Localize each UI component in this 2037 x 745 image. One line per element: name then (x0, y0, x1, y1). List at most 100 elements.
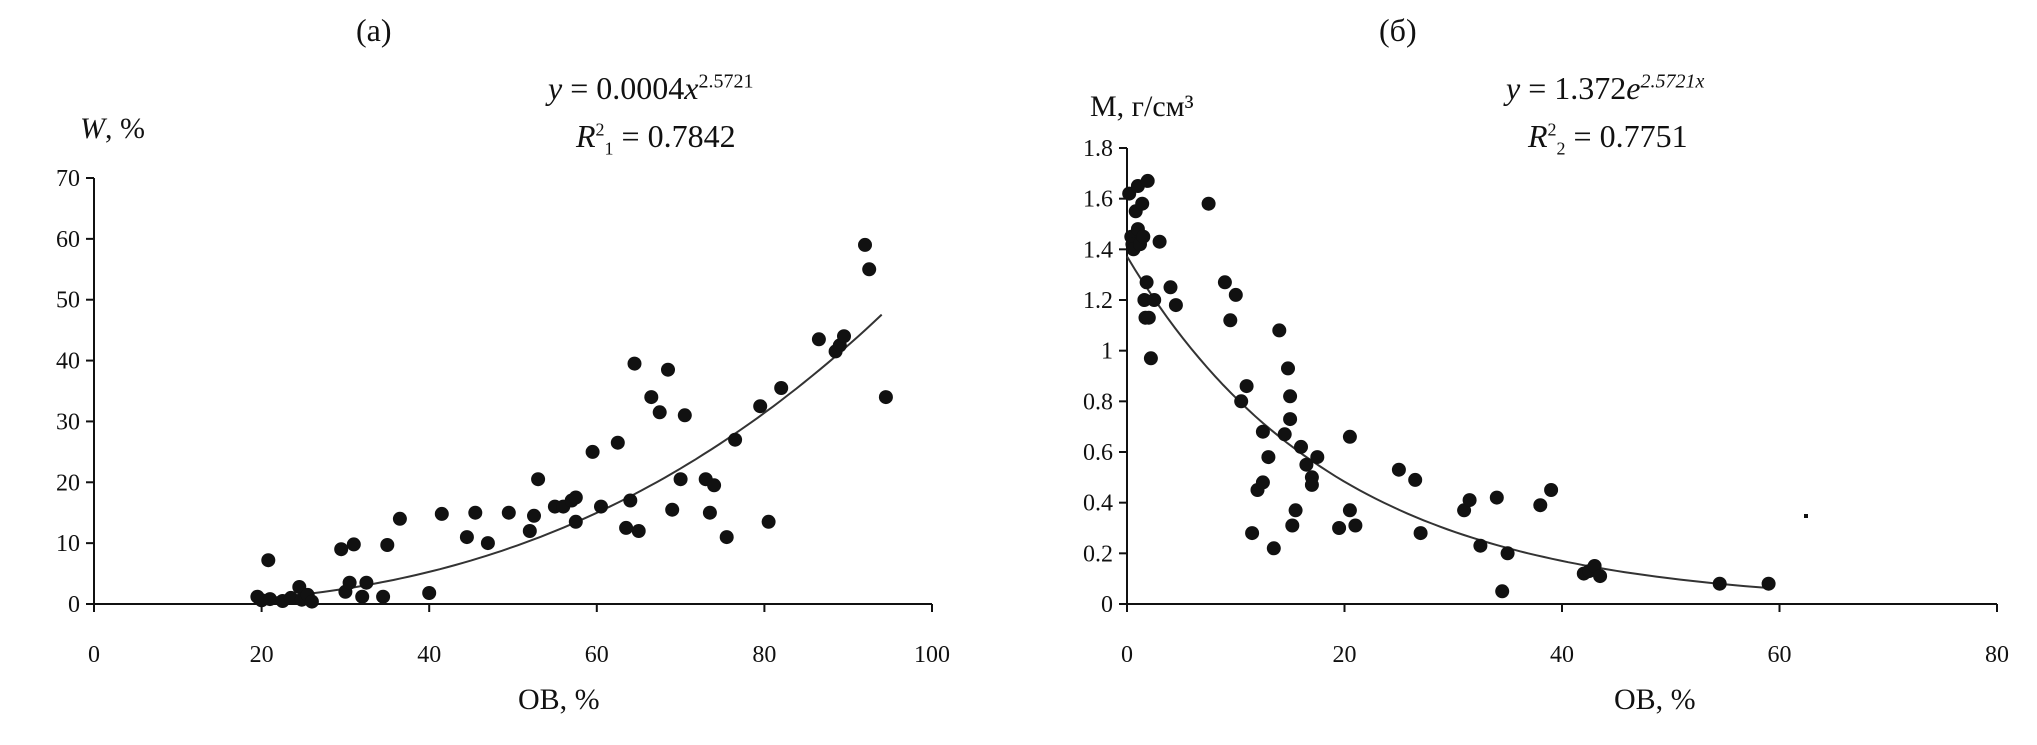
panel-a-data-point (376, 589, 391, 604)
panel-b-data-point (1500, 546, 1515, 561)
panel-a-data-point (878, 390, 893, 405)
panel-b-data-point (1135, 196, 1150, 211)
panel-a-data-point (434, 506, 449, 521)
panel-a-data-point (610, 435, 625, 450)
panel-a-data-point (661, 362, 675, 377)
panel-a-data-point (355, 589, 370, 604)
panel-b-data-point (1261, 450, 1276, 465)
panel-a-data-point (702, 505, 717, 520)
panel-a-data-point (422, 586, 437, 600)
panel-a-data-point (568, 490, 583, 505)
panel-a-data-point (527, 508, 541, 523)
panel-a-label: (а) (356, 12, 392, 48)
panel-a-data-point (261, 553, 276, 568)
panel-b-x-tick-label: 40 (1550, 642, 1574, 668)
panel-b-data-point (1348, 518, 1363, 533)
panel-b-y-tick-label: 1.4 (1083, 237, 1113, 263)
panel-b-data-point (1234, 394, 1249, 409)
panel-b-y-tick-label: 1.8 (1083, 136, 1113, 162)
panel-b-plot: 0 0.2 0.4 0.6 0.8 1 1.2 1.4 1.6 1.8 0 20 40 60 80 (1083, 136, 2009, 668)
panel-b-data-point (1141, 310, 1156, 325)
panel-a-x-tick-label: 20 (250, 642, 274, 668)
panel-b-x-tick-label: 20 (1333, 642, 1357, 668)
panel-b-data-point (1342, 429, 1357, 444)
panel-b-x-tick-label: 80 (1985, 642, 2009, 668)
panel-b-y-tick-label: 1 (1101, 339, 1113, 365)
panel-b-data-point (1391, 462, 1406, 477)
panel-b-data-point (1413, 526, 1428, 541)
panel-a-data-point (392, 511, 407, 526)
panel-b-data-point (1163, 280, 1178, 295)
panel-b-data-point (1272, 323, 1287, 338)
panel-b-data-point (1294, 439, 1308, 454)
panel-a-x-tick-label: 100 (914, 642, 950, 668)
panel-b-stray-mark (1804, 514, 1808, 518)
panel-a-x-tick-label: 60 (585, 642, 609, 668)
panel-b-data-point (1593, 569, 1608, 584)
panel-b-data-point (1299, 457, 1314, 472)
panel-a-y-tick-label: 10 (56, 531, 80, 557)
panel-b-x-axis-label: ОВ, % (1614, 683, 1696, 716)
panel-a-x-tick-label: 40 (417, 642, 441, 668)
panel-b-data-point (1332, 521, 1347, 535)
panel-b-data-point (1136, 229, 1151, 244)
panel-a-y-axis-label: W, % (80, 112, 145, 145)
panel-b-y-tick-label: 0.2 (1083, 541, 1113, 567)
panel-b-data-point (1462, 493, 1477, 508)
panel-b-data-point (1283, 389, 1298, 404)
panel-a-x-axis-label: ОВ, % (518, 683, 600, 716)
panel-b-data-point (1277, 427, 1292, 442)
panel-a-data-point (619, 520, 634, 535)
panel-a-plot: 0 10 20 30 40 50 60 70 0 20 40 60 80 100 (56, 166, 950, 668)
panel-b-data-point (1168, 298, 1183, 313)
panel-b-data-point (1245, 526, 1260, 541)
panel-b-label: (б) (1379, 12, 1417, 48)
panel-b-r2: R22 = 0.7751 (1528, 118, 1688, 159)
panel-a-data-point (522, 524, 537, 538)
panel-b-data-point (1489, 490, 1504, 505)
panel-b-equation: y = 1.372e2.5721x (1506, 70, 1705, 106)
panel-a-data-point (761, 514, 776, 529)
panel-a-data-point (531, 472, 546, 487)
panel-a-data-point (837, 329, 851, 344)
panel-a-data-point (623, 493, 638, 508)
panel-a-data-point (468, 505, 483, 520)
panel-b-x-tick-label: 0 (1121, 642, 1133, 668)
panel-b-y-tick-label: 0.4 (1083, 491, 1113, 517)
panel-b-data-point (1283, 412, 1298, 427)
panel-b-y-tick-label: 0.6 (1083, 440, 1113, 466)
panel-a-data-point (459, 530, 474, 545)
panel-b-data-point (1285, 518, 1300, 533)
panel-a-data-point (673, 472, 688, 487)
panel-b-data-point (1288, 503, 1303, 518)
panel-a-data-point (304, 594, 319, 609)
panel-b-data-point (1255, 475, 1270, 490)
panel-b-data-point (1761, 576, 1776, 591)
panel-b-data-point (1228, 287, 1243, 302)
panel-b-data-point (1201, 196, 1216, 211)
panel-a-x-tick-label: 0 (88, 642, 100, 668)
panel-b-data-point (1143, 351, 1158, 366)
panel-b-data-point (1139, 275, 1154, 290)
panel-b-y-axis-label: М, г/см³ (1090, 90, 1194, 123)
panel-a-data-point (719, 530, 734, 545)
panel-b-data-point (1342, 503, 1357, 518)
panel-a-data-point (359, 575, 374, 590)
panel-a-r2: R21 = 0.7842 (576, 118, 736, 159)
panel-b-data-point (1255, 424, 1270, 439)
panel-a-data-point (644, 390, 659, 405)
panel-b-y-tick-label: 1.2 (1083, 288, 1113, 314)
panel-a-data-point (774, 381, 789, 395)
panel-b-trendline (1126, 255, 1769, 589)
panel-a-y-tick-label: 30 (56, 409, 80, 435)
panel-b-data-point (1223, 313, 1238, 328)
panel-a-y-tick-label: 0 (68, 592, 80, 618)
panel-b-data-point (1533, 498, 1548, 513)
panel-b-data-point (1140, 173, 1155, 188)
panel-b-data-point (1217, 275, 1232, 290)
panel-a-data-point (728, 432, 743, 447)
panel-b-data-point (1304, 477, 1319, 492)
panel-b-x-tick-label: 60 (1768, 642, 1792, 668)
panel-b-data-point (1544, 483, 1559, 497)
